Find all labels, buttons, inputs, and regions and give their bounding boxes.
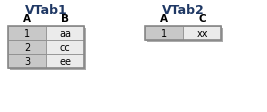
Bar: [10, 29, 86, 70]
Bar: [46, 41, 84, 55]
Bar: [145, 27, 221, 41]
Text: A: A: [23, 14, 31, 24]
Text: C: C: [198, 14, 206, 24]
Text: VTab2: VTab2: [162, 3, 204, 16]
Text: 3: 3: [24, 57, 30, 67]
Bar: [8, 27, 46, 41]
Bar: [145, 27, 183, 41]
Text: VTab1: VTab1: [25, 3, 67, 16]
Bar: [8, 55, 46, 69]
Text: ee: ee: [59, 57, 71, 67]
Bar: [8, 41, 46, 55]
Text: xx: xx: [196, 29, 208, 39]
Text: aa: aa: [59, 29, 71, 39]
Text: 2: 2: [24, 43, 30, 53]
Bar: [46, 27, 84, 41]
Bar: [183, 27, 221, 41]
Text: cc: cc: [60, 43, 70, 53]
Text: 1: 1: [161, 29, 167, 39]
Bar: [147, 29, 223, 43]
Text: B: B: [61, 14, 69, 24]
Bar: [46, 55, 84, 69]
Text: 1: 1: [24, 29, 30, 39]
Text: A: A: [160, 14, 168, 24]
Bar: [8, 27, 84, 69]
